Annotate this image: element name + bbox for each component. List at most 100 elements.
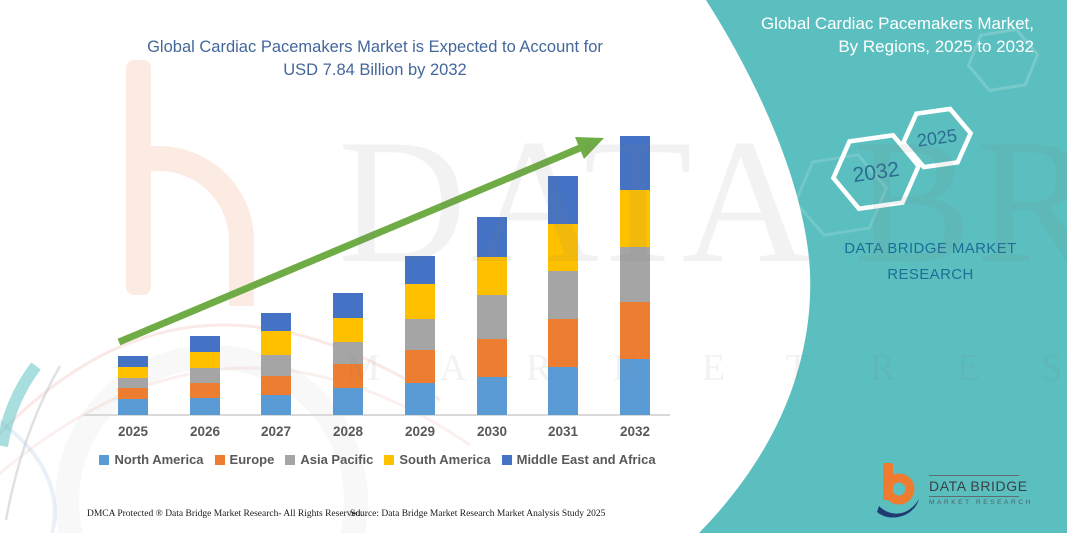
bar-segment-asia-pacific [477, 295, 507, 339]
brand-text-line2: RESEARCH [887, 266, 974, 283]
stacked-bar-2029 [405, 256, 435, 415]
legend-item-europe: Europe [214, 452, 275, 467]
bar-segment-europe [261, 376, 291, 395]
bar-segment-north-america [118, 399, 148, 415]
bar-segment-asia-pacific [118, 378, 148, 388]
logo-name: DATA BRIDGE [929, 478, 1028, 494]
chart-title-line2: USD 7.84 Billion by 2032 [283, 61, 467, 79]
bar-segment-north-america [333, 388, 363, 415]
bar-segment-europe [405, 350, 435, 383]
legend-label-middle-east-and-africa: Middle East and Africa [516, 452, 656, 467]
bar-segment-europe [118, 388, 148, 399]
bar-segment-north-america [477, 377, 507, 415]
source-note: Source: Data Bridge Market Research Mark… [350, 509, 606, 519]
legend-label-north-america: North America [114, 452, 204, 467]
legend-item-middle-east-and-africa: Middle East and Africa [501, 452, 656, 467]
chart-legend: North America Europe Asia Pacific South Ame… [85, 452, 670, 467]
bar-segment-europe [620, 302, 650, 359]
stacked-bar-2025 [118, 356, 148, 415]
bar-segment-north-america [548, 367, 578, 415]
bar-segment-south-america [118, 367, 148, 378]
bar-segment-south-america [477, 257, 507, 295]
bar-segment-asia-pacific [190, 368, 220, 383]
hexagon-2025: 2025 [900, 106, 974, 170]
legend-swatch-asia-pacific [285, 454, 296, 465]
faint-hexagon-decor [793, 27, 1040, 237]
x-axis-label-2027: 2027 [260, 424, 292, 439]
bar-segment-south-america [405, 284, 435, 319]
brand-text-line1: DATA BRIDGE MARKET [844, 240, 1017, 257]
legend-swatch-north-america [99, 454, 110, 465]
legend-label-south-america: South America [399, 452, 491, 467]
bar-segment-middle-east-and-africa [477, 217, 507, 257]
bar-segment-south-america [548, 224, 578, 271]
hexagon-badges: 2032 2025 [830, 106, 974, 212]
bar-segment-asia-pacific [405, 319, 435, 350]
bar-segment-middle-east-and-africa [190, 336, 220, 352]
panel-title: Global Cardiac Pacemakers Market, By Reg… [716, 12, 1034, 58]
logo-b-mark-icon [877, 463, 919, 518]
legend-item-south-america: South America [384, 452, 491, 467]
bar-segment-europe [333, 364, 363, 388]
stacked-bar-2026 [190, 336, 220, 415]
chart-title: Global Cardiac Pacemakers Market is Expe… [85, 36, 665, 82]
bar-segment-middle-east-and-africa [333, 293, 363, 318]
stacked-bar-2028 [333, 293, 363, 415]
bar-segment-asia-pacific [333, 342, 363, 364]
stacked-bar-2031 [548, 176, 578, 415]
bar-segment-europe [477, 339, 507, 377]
corner-accent [0, 362, 62, 521]
dmca-notice: DMCA Protected ® Data Bridge Market Rese… [87, 509, 363, 519]
logo-subtitle: MARKET RESEARCH [929, 499, 1033, 506]
stacked-bar-2032 [620, 136, 650, 415]
x-axis-label-2030: 2030 [476, 424, 508, 439]
bar-segment-middle-east-and-africa [118, 356, 148, 367]
logo-rule-bottom [929, 496, 1019, 497]
stacked-bar-2030 [477, 217, 507, 415]
bar-segment-middle-east-and-africa [405, 256, 435, 284]
bar-segment-south-america [333, 318, 363, 342]
bar-segment-asia-pacific [620, 247, 650, 302]
bar-segment-south-america [190, 352, 220, 368]
logo-rule-top [929, 475, 1019, 476]
bar-segment-north-america [261, 395, 291, 415]
data-bridge-logo: DATA BRIDGE MARKET RESEARCH [876, 462, 1033, 518]
hexagon-2032: 2032 [830, 132, 922, 212]
bar-segment-europe [548, 319, 578, 367]
bar-segment-middle-east-and-africa [620, 136, 650, 190]
panel-title-line1: Global Cardiac Pacemakers Market, [760, 14, 1034, 33]
logo-wordmark: DATA BRIDGE MARKET RESEARCH [929, 462, 1033, 506]
bar-segment-middle-east-and-africa [548, 176, 578, 224]
bar-segment-europe [190, 383, 220, 398]
bar-segment-south-america [261, 331, 291, 355]
x-axis-line [84, 414, 670, 416]
legend-label-europe: Europe [229, 452, 275, 467]
panel-title-line2: By Regions, 2025 to 2032 [838, 37, 1034, 56]
hexagon-2025-label: 2025 [916, 125, 958, 150]
x-axis-label-2026: 2026 [189, 424, 221, 439]
bar-segment-asia-pacific [548, 271, 578, 319]
x-axis-label-2025: 2025 [117, 424, 149, 439]
bar-segment-south-america [620, 190, 650, 247]
hexagon-2032-label: 2032 [851, 158, 900, 187]
x-axis-label-2032: 2032 [619, 424, 651, 439]
stacked-bar-2027 [261, 313, 291, 415]
x-axis-label-2028: 2028 [332, 424, 364, 439]
x-axis-label-2029: 2029 [404, 424, 436, 439]
brand-text: DATA BRIDGE MARKET RESEARCH [828, 236, 1033, 288]
legend-item-asia-pacific: Asia Pacific [285, 452, 373, 467]
legend-label-asia-pacific: Asia Pacific [300, 452, 374, 467]
bar-segment-north-america [405, 383, 435, 415]
bar-segment-north-america [620, 359, 650, 415]
x-axis-label-2031: 2031 [547, 424, 579, 439]
bar-segment-asia-pacific [261, 355, 291, 376]
chart-title-line1: Global Cardiac Pacemakers Market is Expe… [147, 38, 603, 56]
bar-segment-middle-east-and-africa [261, 313, 291, 331]
bar-segment-north-america [190, 398, 220, 415]
legend-item-north-america: North America [99, 452, 204, 467]
legend-swatch-middle-east-and-africa [501, 454, 512, 465]
legend-swatch-south-america [384, 454, 395, 465]
legend-swatch-europe [214, 454, 225, 465]
